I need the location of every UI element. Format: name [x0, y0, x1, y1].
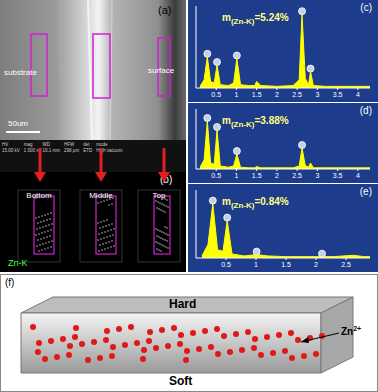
svg-text:2.5: 2.5: [292, 91, 302, 98]
html-text:High vacuum: High vacuum: [96, 148, 123, 153]
html-text:Zn2+: Zn2+: [341, 325, 362, 338]
html-text:det: det: [83, 142, 90, 147]
html-text:HFW: HFW: [64, 142, 75, 147]
html-text:15.00 kV: 15.00 kV: [2, 148, 20, 153]
svg-text:3.5: 3.5: [333, 172, 343, 179]
html-text:Middle: Middle: [89, 191, 113, 200]
html-text:(b): (b): [160, 174, 173, 185]
svg-text:2: 2: [275, 172, 279, 179]
html-text:298 µm: 298 µm: [64, 148, 80, 153]
html-text:(e): (e): [359, 186, 372, 197]
svg-text:3: 3: [315, 91, 319, 98]
html-text:(f): (f): [5, 277, 15, 288]
html-text:HV: HV: [2, 142, 9, 147]
svg-text:1: 1: [235, 91, 239, 98]
svg-text:4: 4: [356, 172, 360, 179]
html-text:surface: surface: [148, 66, 175, 75]
html-text:(d): (d): [359, 105, 372, 116]
html-text:(c): (c): [360, 2, 372, 13]
svg-text:2: 2: [314, 261, 318, 268]
svg-text:1: 1: [235, 172, 239, 179]
html-text:Zn-K: Zn-K: [8, 258, 28, 268]
svg-text:0.5: 0.5: [221, 261, 231, 268]
svg-text:1.5: 1.5: [252, 172, 262, 179]
html-text:Soft: Soft: [169, 374, 193, 388]
html-text:1 000 x: 1 000 x: [23, 148, 39, 153]
html-text:m(Zn-K)=3.88%: m(Zn-K)=3.88%: [222, 115, 289, 129]
html-text:10.1 mm: 10.1 mm: [42, 148, 60, 153]
html-text:m(Zn-K)=0.84%: m(Zn-K)=0.84%: [222, 196, 289, 210]
svg-text:2.5: 2.5: [341, 261, 351, 268]
svg-text:4: 4: [356, 91, 360, 98]
html-text:WD: WD: [42, 142, 50, 147]
svg-text:3: 3: [315, 172, 319, 179]
svg-text:2.5: 2.5: [292, 172, 302, 179]
svg-text:3.5: 3.5: [333, 91, 343, 98]
html-text:Top: Top: [152, 191, 166, 200]
html-text:mag: mag: [23, 142, 33, 147]
svg-text:1.5: 1.5: [281, 261, 291, 268]
svg-text:2: 2: [275, 91, 279, 98]
svg-text:0.5: 0.5: [211, 172, 221, 179]
html-text:substrate: substrate: [4, 68, 37, 77]
html-text:ETD: ETD: [83, 148, 93, 153]
html-text:(a): (a): [158, 4, 172, 16]
html-text:50um: 50um: [8, 119, 28, 128]
svg-text:1: 1: [254, 261, 258, 268]
svg-text:0.5: 0.5: [211, 91, 221, 98]
html-text:Bottom: Bottom: [26, 191, 52, 200]
svg-text:1.5: 1.5: [252, 91, 262, 98]
html-text:Hard: Hard: [169, 297, 197, 311]
html-text:mode: mode: [96, 142, 108, 147]
html-text:m(Zn-K)=5.24%: m(Zn-K)=5.24%: [222, 12, 289, 26]
